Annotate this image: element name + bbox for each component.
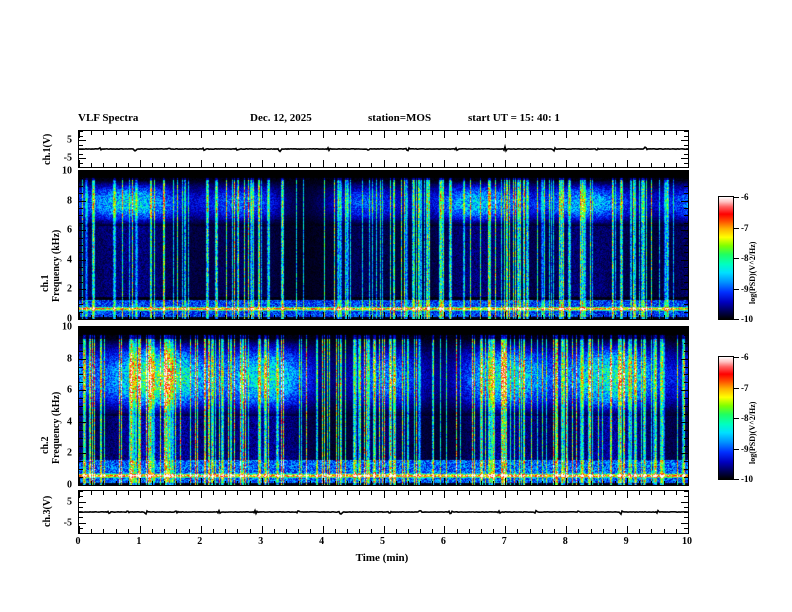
colorbar-ch1-tick-m8: -8 — [741, 253, 749, 263]
ch2-freq-tick-10: 10 — [62, 321, 72, 333]
x-tick-0: 0 — [75, 536, 81, 547]
colorbar-ch1-tick-m9: -9 — [741, 284, 749, 294]
colorbar-ch2: -6 -7 -8 -9 -10 — [718, 352, 753, 484]
ch2-freq-tick-0: 0 — [67, 479, 72, 491]
x-axis-title: Time (min) — [355, 552, 409, 564]
plot-date: Dec. 12, 2025 — [250, 112, 312, 124]
x-tick-2: 2 — [197, 536, 203, 547]
colorbar-ch1-ticks: -6 -7 -8 -9 -10 — [734, 192, 774, 324]
colorbar-ch2-tick-m9: -9 — [741, 444, 749, 454]
ch1-wave-tick-label-neg: -5 — [63, 152, 72, 164]
colorbar-ch2-ticks: -6 -7 -8 -9 -10 — [734, 352, 774, 484]
colorbar-ch2-tick-m6: -6 — [741, 352, 749, 362]
ch1-freq-tick-2: 2 — [67, 283, 72, 295]
plot-header: VLF Spectra Dec. 12, 2025 station=MOS st… — [78, 112, 698, 128]
x-tick-8: 8 — [562, 536, 568, 547]
ch1-spectrogram-panel — [78, 170, 689, 320]
ch1-wave-tick-label-pos: 5 — [67, 134, 72, 146]
ch3-waveform-panel — [78, 490, 689, 534]
ch1-freq-tick-0: 0 — [67, 313, 72, 325]
ch3-wave-tick-label-neg: -5 — [63, 517, 72, 528]
colorbar-ch2-tick-m8: -8 — [741, 413, 749, 423]
ch1-freq-tick-6: 6 — [67, 224, 72, 236]
ch2-spectrogram-image — [79, 327, 688, 485]
colorbar-ch1-tick-m10: -10 — [741, 314, 753, 324]
ch1-freq-tick-4: 4 — [67, 254, 72, 266]
x-tick-3: 3 — [258, 536, 264, 547]
x-tick-1: 1 — [136, 536, 142, 547]
plot-start-ut: start UT = 15: 40: 1 — [468, 112, 560, 124]
ch1-freq-tick-10: 10 — [62, 165, 72, 177]
ch2-freq-tick-8: 8 — [67, 353, 72, 365]
ch3-waveform-trace — [79, 491, 688, 533]
ch1-waveform-trace — [79, 131, 688, 167]
ch1-waveform-panel — [78, 130, 689, 168]
x-tick-5: 5 — [380, 536, 385, 547]
colorbar-ch1: -6 -7 -8 -9 -10 — [718, 192, 753, 324]
x-tick-9: 9 — [623, 536, 629, 547]
ch2-freq-tick-6: 6 — [67, 384, 72, 396]
colorbar-ch1-title: log(PSD)(V^2/Hz) — [748, 241, 757, 304]
plot-station: station=MOS — [368, 112, 432, 124]
x-tick-6: 6 — [440, 536, 446, 547]
x-tick-4: 4 — [319, 536, 325, 547]
colorbar-ch2-tick-m10: -10 — [741, 474, 753, 484]
ch2-spectrogram-panel — [78, 326, 689, 486]
x-tick-7: 7 — [501, 536, 507, 547]
ch2-freq-tick-2: 2 — [67, 447, 72, 459]
x-tick-10: 10 — [682, 536, 692, 547]
ch2-spec-axis-title-a: ch.2 — [40, 436, 51, 455]
colorbar-ch2-tick-m7: -7 — [741, 383, 749, 393]
colorbar-ch2-title: log(PSD)(V^2/Hz) — [748, 401, 757, 464]
plot-title: VLF Spectra — [78, 112, 139, 124]
ch3-wave-tick-label-pos: 5 — [67, 496, 72, 507]
colorbar-ch1-tick-m7: -7 — [741, 223, 749, 233]
ch2-freq-tick-4: 4 — [67, 416, 72, 428]
ch1-spectrogram-image — [79, 171, 688, 319]
ch1-freq-tick-8: 8 — [67, 195, 72, 207]
ch1-spec-axis-title-a: ch.1 — [40, 274, 51, 293]
colorbar-ch1-tick-m6: -6 — [741, 192, 749, 202]
